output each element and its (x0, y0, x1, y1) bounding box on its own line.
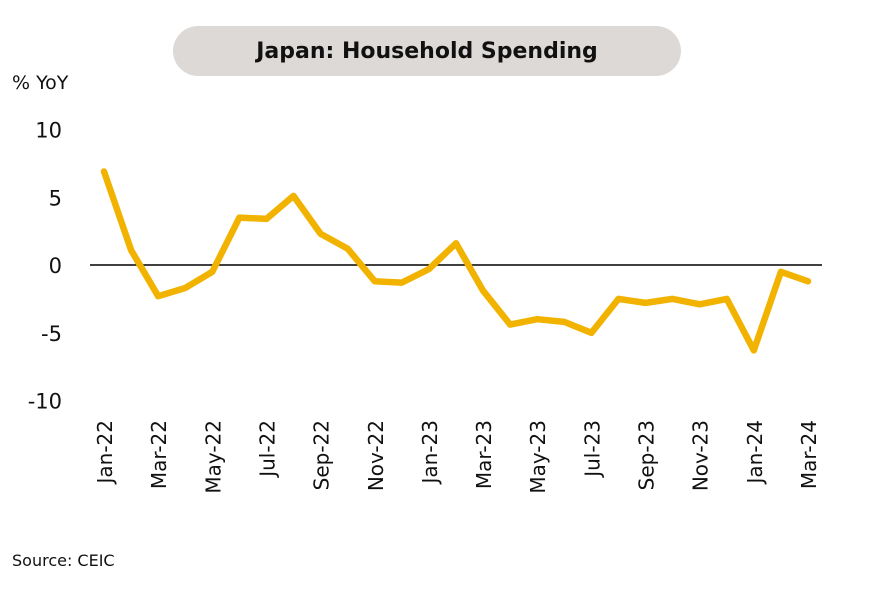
y-tick-label: 0 (49, 254, 62, 278)
x-tick-label: Nov-22 (364, 420, 388, 491)
y-tick-label: 5 (49, 186, 62, 210)
source-note: Source: CEIC (12, 551, 115, 570)
y-tick-label: -10 (28, 390, 62, 414)
x-tick-label: Jul-23 (580, 420, 604, 479)
x-tick-label: May-23 (526, 420, 550, 494)
x-tick-label: Mar-23 (472, 420, 496, 489)
x-tick-label: Nov-23 (689, 420, 713, 491)
x-tick-label: Mar-22 (147, 420, 171, 489)
x-tick-label: Jan-22 (93, 420, 117, 486)
x-tick-label: May-22 (201, 420, 225, 494)
x-tick-label: Sep-22 (310, 420, 334, 490)
x-tick-labels: Jan-22 Mar-22 May-22 Jul-22 Sep-22 Nov-22 Jan-… (93, 420, 821, 494)
series-group (100, 168, 812, 354)
y-axis-label: % YoY (12, 72, 69, 94)
y-tick-labels: 10 5 0 -5 -10 (28, 119, 62, 414)
series-line (100, 168, 812, 354)
x-tick-label: Jan-23 (418, 420, 442, 486)
x-tick-label: Sep-23 (635, 420, 659, 490)
y-tick-label: -5 (41, 322, 62, 346)
x-tick-label: Jan-24 (743, 420, 767, 486)
chart-title-pill: Japan: Household Spending (173, 26, 681, 76)
chart-title: Japan: Household Spending (256, 38, 598, 64)
x-tick-label: Mar-24 (797, 420, 821, 489)
x-tick-label: Jul-22 (255, 420, 279, 479)
y-tick-label: 10 (35, 119, 62, 143)
